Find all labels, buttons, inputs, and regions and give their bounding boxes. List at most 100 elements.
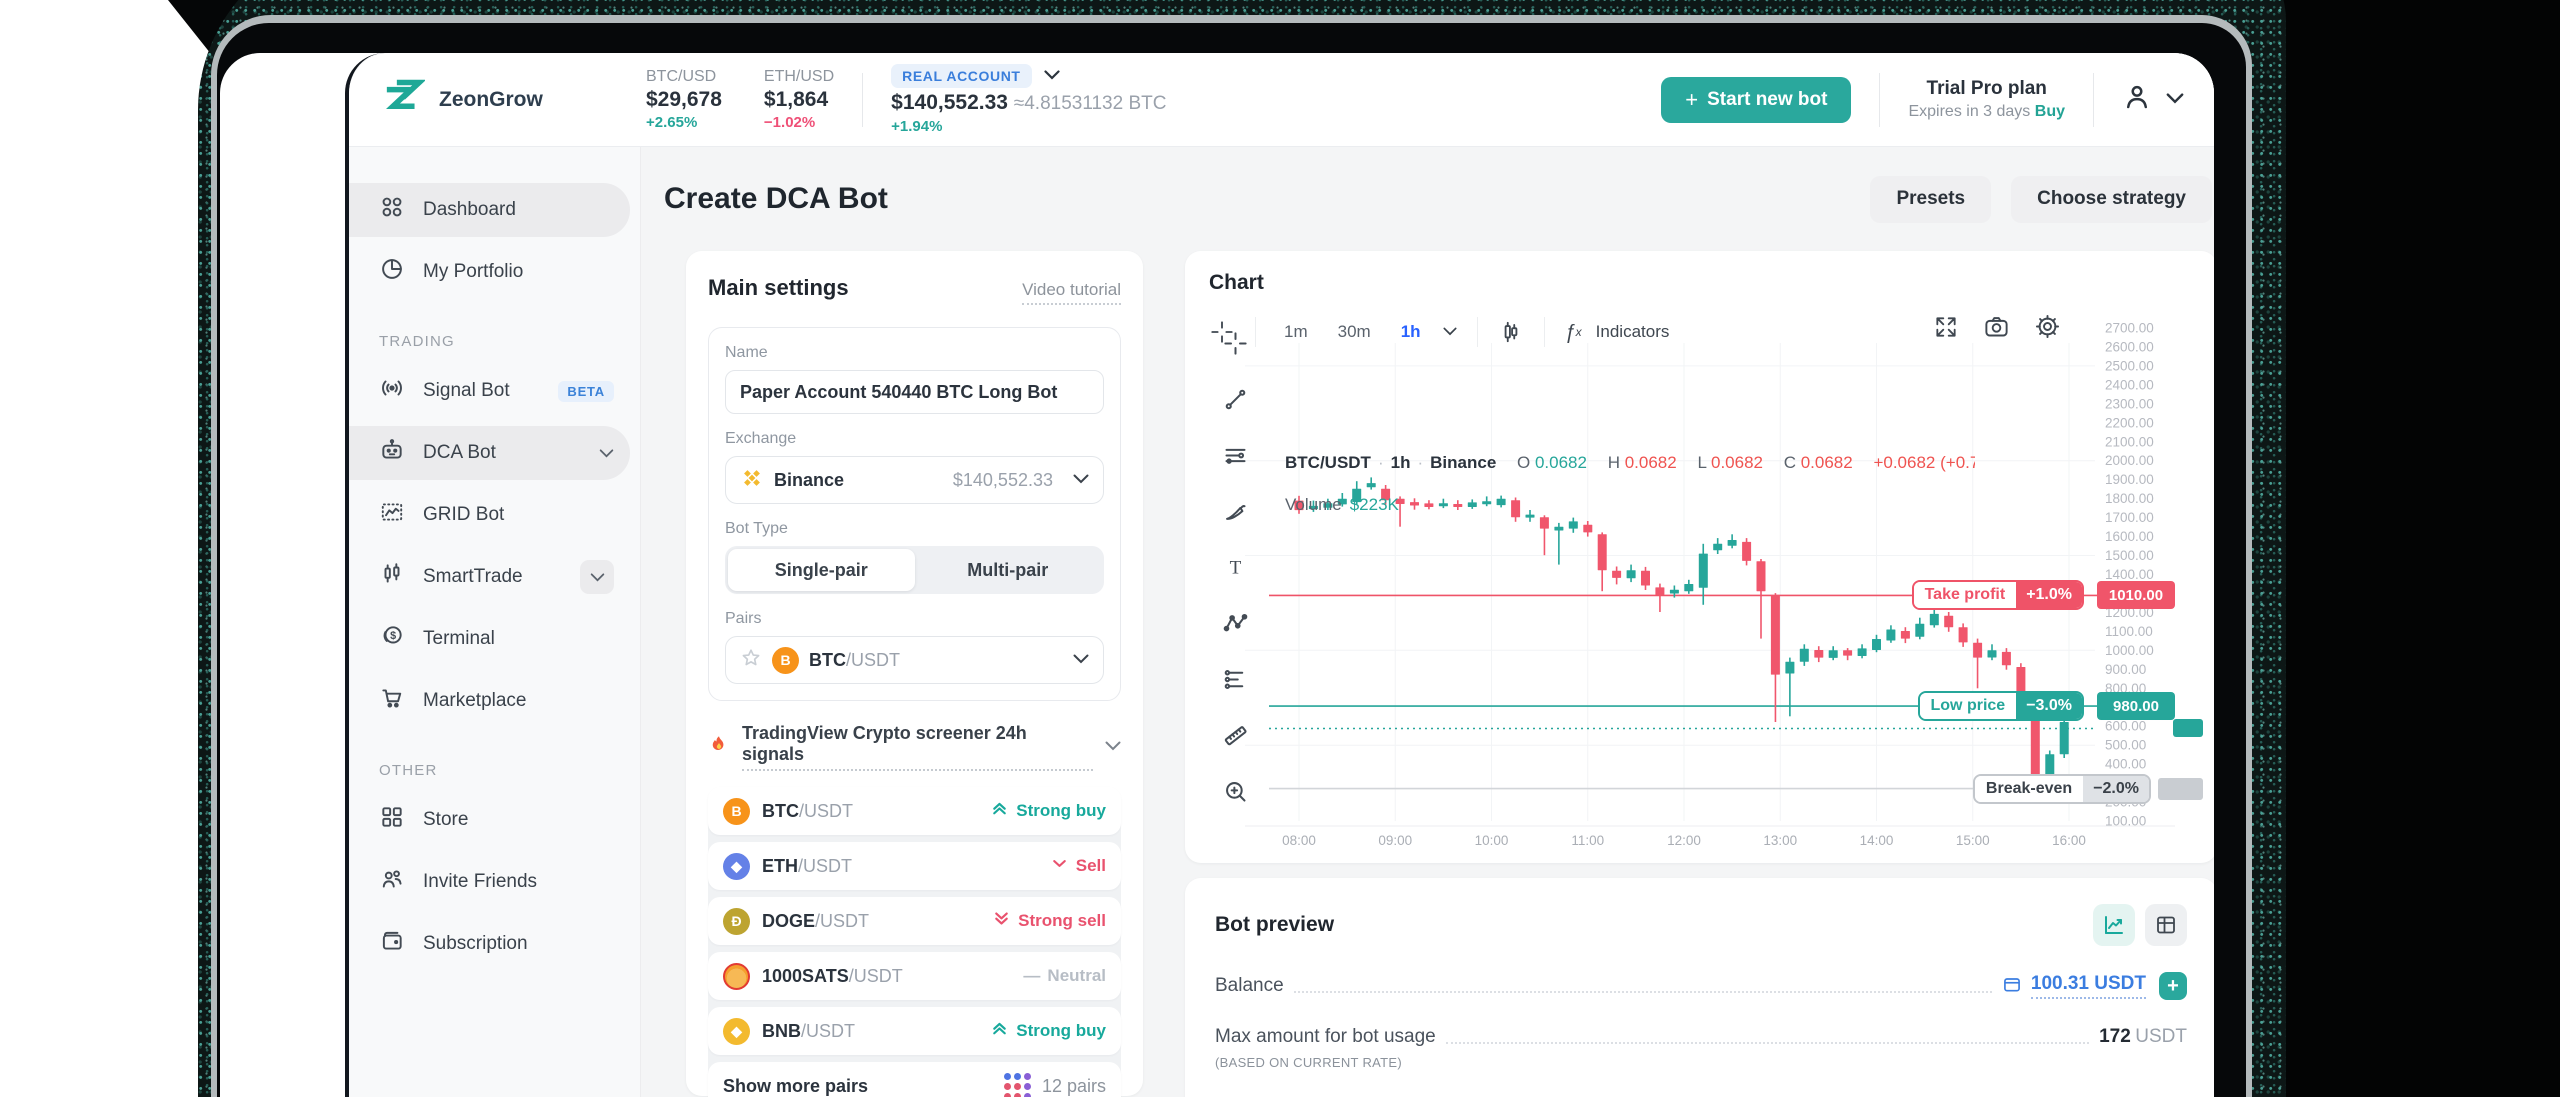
start-new-bot-button[interactable]: + Start new bot [1661,76,1852,123]
sidebar-item-dashboard[interactable]: Dashboard [349,183,630,237]
interval-1m[interactable]: 1m [1284,322,1308,341]
signal-value: Strong buy [990,1019,1106,1043]
gear-settings-icon[interactable] [2034,313,2061,340]
camera-snapshot-icon[interactable] [1983,313,2010,340]
brush-icon[interactable] [1215,491,1255,531]
wallet-icon [2002,974,2022,999]
user-menu[interactable] [2122,82,2184,117]
zoom-in-icon[interactable] [1215,771,1255,811]
market-tickers: BTC/USD $29,678 +2.65% ETH/USD $1,864 −1… [646,68,834,131]
svg-text:1800.00: 1800.00 [2105,491,2154,506]
max-amount-label: Max amount for bot usage [1215,1026,1436,1047]
interval-1h[interactable]: 1h [1400,322,1421,341]
account-type-badge[interactable]: REAL ACCOUNT [891,64,1032,88]
sidebar-item-my-portfolio[interactable]: My Portfolio [349,245,630,299]
chevron-down-icon [1105,738,1121,756]
sidebar-section-trading: TRADING [379,333,455,350]
signal-value: Strong buy [990,799,1106,823]
signal-pair-row-eth[interactable]: ◆ ETH/USDT Sell [708,842,1121,890]
trend-line-icon[interactable] [1215,379,1255,419]
binance-icon [740,466,764,495]
break-even-line-label[interactable]: Break-even −2.0% [1972,774,2151,804]
signal-pair-row-bnb[interactable]: ◆ BNB/USDT Strong buy [708,1007,1121,1055]
bot-type-multi-pair[interactable]: Multi-pair [967,559,1049,580]
horizontal-lines-icon[interactable] [1215,435,1255,475]
ruler-icon[interactable] [1215,715,1255,755]
signal-pairs-list: B BTC/USDT Strong buy ◆ ETH/USDT Sell Ð DOGE/US… [708,787,1121,1097]
svg-text:400.00: 400.00 [2105,757,2146,772]
chart-type-candles-icon[interactable] [1498,319,1524,345]
volume-legend: Volume $223K [1285,495,1399,514]
bot-name-input[interactable] [725,370,1104,414]
pairs-label: Pairs [725,610,762,627]
interval-chevron-down-icon[interactable] [1442,323,1457,341]
account-chevron-down-icon[interactable] [1043,67,1060,85]
flame-icon [708,733,730,762]
fullscreen-icon[interactable] [1933,314,1959,340]
signal-strong-sell-icon [992,909,1011,933]
show-more-pairs-row[interactable]: Show more pairs 12 pairs [708,1062,1121,1097]
signal-pair-row-1000sats[interactable]: 1000SATS/USDT — Neutral [708,952,1121,1000]
sidebar-item-invite-friends[interactable]: Invite Friends [349,855,630,909]
buy-link[interactable]: Buy [2034,103,2065,120]
sidebar-item-subscription[interactable]: Subscription [349,917,630,971]
signal-pair-row-btc[interactable]: B BTC/USDT Strong buy [708,787,1121,835]
screener-toggle[interactable]: TradingView Crypto screener 24h signals [708,723,1121,771]
plan-info: Trial Pro plan Expires in 3 days Buy [1908,78,2065,121]
exchange-select[interactable]: Binance $140,552.33 [725,456,1104,504]
dca-icon [379,437,405,469]
video-tutorial-link[interactable]: Video tutorial [1022,280,1121,305]
signal-pair-row-doge[interactable]: Ð DOGE/USDT Strong sell [708,897,1121,945]
sidebar-item-dca-bot[interactable]: DCA Bot [349,426,630,480]
sidebar-item-label: Marketplace [423,690,527,711]
signal-value: — Neutral [1023,966,1106,985]
brand-name: ZeonGrow [439,87,543,111]
text-tool-icon[interactable]: T [1215,547,1255,587]
svg-text:1500.00: 1500.00 [2105,548,2154,563]
preview-chart-view-button[interactable] [2093,904,2135,946]
favorite-star-icon[interactable] [740,647,762,674]
bot-type-single-pair[interactable]: Single-pair [728,549,915,591]
plus-icon: + [1685,86,1699,112]
sidebar-item-grid-bot[interactable]: GRID Bot [349,488,630,542]
signal-strong-buy-icon [990,799,1009,823]
svg-text:12:00: 12:00 [1667,833,1701,848]
choose-strategy-button[interactable]: Choose strategy [2011,175,2212,223]
svg-text:2000.00: 2000.00 [2105,453,2154,468]
svg-text:1100.00: 1100.00 [2105,624,2153,639]
sidebar-item-smarttrade[interactable]: SmartTrade [349,550,630,604]
indicators-button[interactable]: Indicators [1595,322,1670,341]
ticker-btc-usd[interactable]: BTC/USD $29,678 +2.65% [646,68,722,131]
xabcd-pattern-icon[interactable] [1215,603,1255,643]
take-profit-price-tag: 1010.00 [2097,581,2175,609]
chevron-down-icon [599,442,614,464]
add-funds-button[interactable]: + [2159,972,2187,1000]
sidebar-item-marketplace[interactable]: Marketplace [349,674,630,728]
preview-table-view-button[interactable] [2145,904,2187,946]
crosshair-tool-icon[interactable] [1209,319,1235,345]
crosshair-icon[interactable] [1215,323,1255,363]
take-profit-line-label[interactable]: Take profit +1.0% [1911,580,2084,610]
signal-value: Strong sell [992,909,1106,933]
sidebar-item-terminal[interactable]: $ Terminal [349,612,630,666]
ticker-eth-usd[interactable]: ETH/USD $1,864 −1.02% [764,68,834,131]
svg-text:1700.00: 1700.00 [2105,510,2154,525]
svg-text:2300.00: 2300.00 [2105,396,2154,411]
low-price-line-label[interactable]: Low price −3.0% [1917,691,2084,721]
content-header: Create DCA Bot Presets Choose strategy [641,147,2214,251]
position-tool-icon[interactable] [1215,659,1255,699]
sidebar-item-store[interactable]: Store [349,793,630,847]
balance-value[interactable]: 100.31 USDT [2030,973,2146,999]
chevron-down-icon[interactable] [580,560,614,594]
account-approx-btc: ≈4.81531132 BTC [1013,93,1167,114]
svg-text:15:00: 15:00 [1956,833,1990,848]
brand[interactable]: ZeonGrow [381,77,646,122]
presets-button[interactable]: Presets [1870,175,1992,223]
pairs-select[interactable]: B BTC/USDT [725,636,1104,684]
sidebar-item-signal-bot[interactable]: Signal Bot BETA [349,364,630,418]
sidebar-item-label: My Portfolio [423,261,524,282]
interval-30m[interactable]: 30m [1337,322,1371,341]
bot-preview-card: Bot preview [1185,878,2214,1097]
chart-pane[interactable]: 2700.00 2600.00 2500.00 2400.00 2300.00 2200.… [1185,323,2214,863]
